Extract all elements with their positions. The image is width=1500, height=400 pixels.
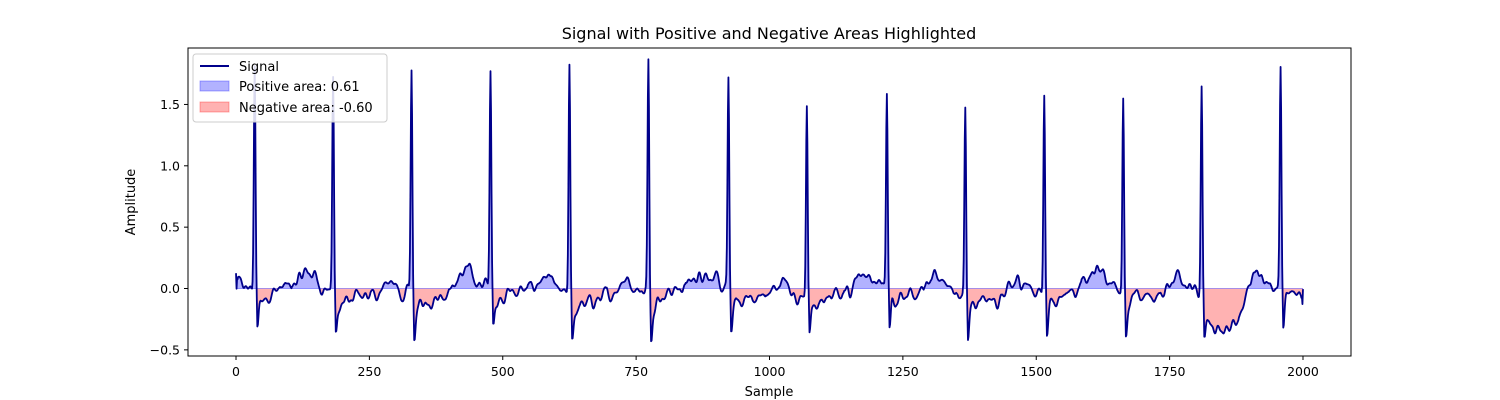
legend-negative-swatch: [199, 101, 230, 113]
legend-box: [192, 53, 388, 123]
legend-negative-label: Negative area: -0.60: [239, 101, 373, 116]
x-tick-label: 1750: [1154, 364, 1186, 379]
legend: Signal Positive area: 0.61 Negative area…: [192, 53, 388, 123]
x-tick-label: 1250: [887, 364, 919, 379]
signal-line-group: [235, 58, 1304, 343]
x-tick-label: 1000: [754, 364, 786, 379]
y-axis-ticks: −0.5 0.0 0.5 1.0 1.5: [150, 97, 188, 357]
y-tick-label: −0.5: [150, 342, 180, 357]
x-axis-label: Sample: [745, 385, 794, 400]
legend-positive-swatch: [199, 80, 230, 92]
legend-positive-label: Positive area: 0.61: [239, 80, 360, 95]
chart-title: Signal with Positive and Negative Areas …: [562, 24, 977, 43]
x-tick-label: 2000: [1287, 364, 1319, 379]
y-tick-label: 1.5: [160, 97, 180, 112]
y-tick-label: 0.5: [160, 220, 180, 235]
y-axis-label: Amplitude: [124, 169, 139, 236]
x-tick-label: 1500: [1020, 364, 1052, 379]
y-tick-label: 0.0: [160, 281, 180, 296]
signal-line: [235, 58, 1304, 343]
y-tick-label: 1.0: [160, 158, 180, 173]
legend-signal-label: Signal: [239, 60, 279, 75]
x-tick-label: 500: [491, 364, 515, 379]
x-axis-ticks: 0 250 500 750 1000 1250 1500 1750 2000: [232, 356, 1319, 379]
x-tick-label: 250: [357, 364, 381, 379]
x-tick-label: 0: [232, 364, 240, 379]
x-tick-label: 750: [624, 364, 648, 379]
